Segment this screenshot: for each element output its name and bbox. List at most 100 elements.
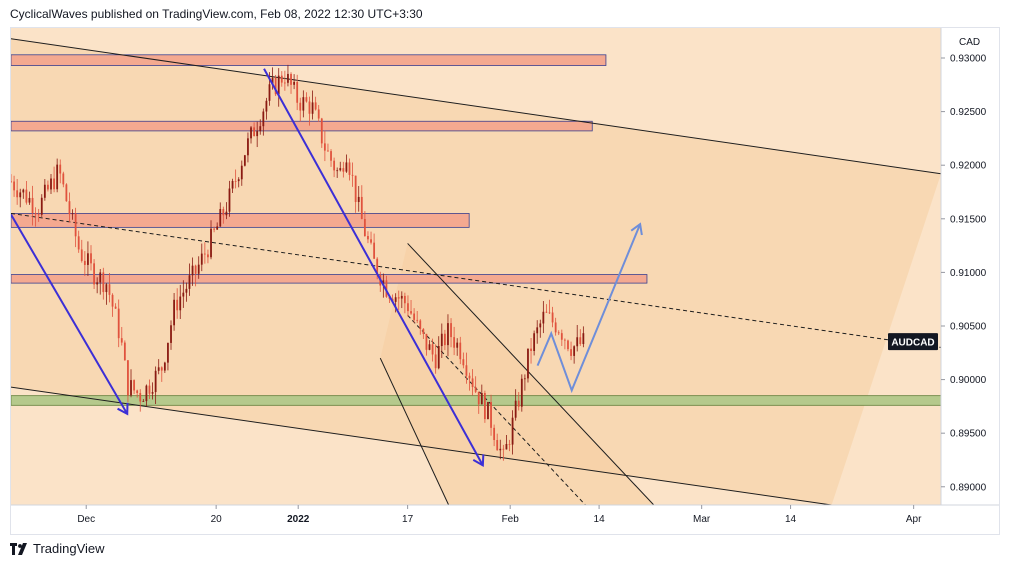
trend-line-6 [407,314,586,505]
candle [222,209,225,216]
candle [237,179,240,182]
candle [11,181,12,183]
candle [508,444,511,445]
candle [348,162,351,175]
candle [456,342,459,348]
candle [459,342,462,360]
candle [533,333,536,351]
candle [80,249,83,261]
candle [314,102,317,110]
candle [262,111,265,127]
candle [200,253,203,265]
candle [74,213,77,237]
candle [228,188,231,212]
candle [493,427,496,441]
candle [210,228,212,258]
candle [345,162,348,172]
candle [225,211,228,216]
price-tick-label: 0.93000 [950,54,987,65]
candle [560,333,563,340]
candle [450,323,452,338]
time-tick-label: Mar [693,514,711,525]
candle [336,170,339,172]
time-tick-label: Apr [906,514,922,525]
candle [274,77,277,95]
candle [416,319,419,321]
candle [357,196,360,202]
candle [342,168,345,172]
tradingview-logo-icon [10,542,27,555]
candle [490,401,492,428]
candle [548,312,551,314]
candle [431,344,434,355]
falling-channel-band [380,243,654,505]
candle [16,190,19,198]
candle [99,272,102,283]
candle [111,294,114,307]
currency-label: CAD [959,37,980,48]
candle [305,97,308,102]
candle [437,346,440,369]
candle [271,77,274,85]
time-tick-label: Feb [502,514,520,525]
chart-area[interactable]: CAD 0.93000 0.92500 0.92000 0.91500 0.91000 0.… [10,27,1000,535]
candle [56,164,59,190]
candle [434,354,437,369]
candle [499,448,502,451]
support-zone [11,395,941,406]
candle [68,201,71,215]
candle [120,338,123,343]
last-price-badge: AUDCAD [888,333,938,351]
candle [542,311,545,324]
candle [339,168,342,171]
candle [419,320,422,329]
candle [514,400,517,418]
candle [333,160,336,171]
time-tick-label: Dec [77,514,95,525]
candle [90,253,92,264]
candle [136,390,139,393]
candle [151,392,154,394]
candle [308,101,311,114]
candle [219,209,222,227]
price-chart[interactable]: CAD 0.93000 0.92500 0.92000 0.91500 0.91000 0.… [11,28,999,534]
candle [194,265,197,274]
candle [50,178,52,190]
candle [34,212,37,215]
trend-line-5 [379,357,450,505]
candle [133,380,135,391]
candle [123,342,126,361]
tradingview-brand: TradingView [33,541,105,556]
candle [422,328,425,334]
candle [28,197,31,203]
candle [327,150,329,152]
candle [40,197,43,215]
candle [483,392,486,420]
projection-arrow-2 [263,68,484,466]
candle [527,348,529,379]
channel-band [11,38,941,505]
candle [517,400,520,407]
candle [176,299,179,311]
candle [511,417,514,445]
candle [167,342,169,363]
candle [203,253,206,255]
candle [185,288,188,293]
price-tick-label: 0.90000 [950,375,987,386]
candle [579,337,582,345]
projection-arrow-1 [11,214,129,415]
candle [520,378,523,407]
candle [554,322,557,333]
candle [102,272,105,293]
candle [243,155,246,166]
candle [191,265,194,276]
candle [25,189,28,203]
candle [425,333,428,350]
trend-line-4 [407,243,655,505]
candle [240,165,243,180]
price-tick-label: 0.89000 [950,482,987,493]
candle [582,333,585,345]
candle [394,297,397,302]
candle [382,280,385,286]
time-tick-label: 14 [594,514,606,525]
